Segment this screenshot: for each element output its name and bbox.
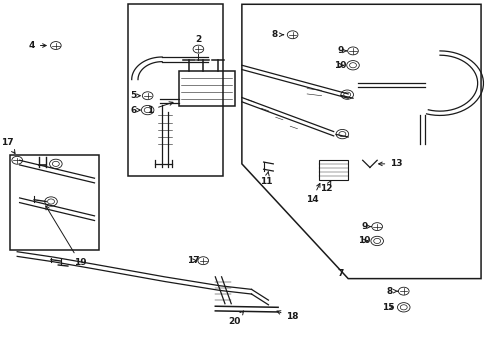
Text: 14: 14 xyxy=(305,184,319,204)
Text: 15: 15 xyxy=(381,303,394,312)
Text: 19: 19 xyxy=(46,206,86,267)
Text: 20: 20 xyxy=(228,311,243,326)
Text: 7: 7 xyxy=(337,269,344,278)
Text: 9: 9 xyxy=(361,222,370,231)
Text: 8: 8 xyxy=(271,30,283,39)
Bar xyxy=(10,155,99,250)
Text: 8: 8 xyxy=(386,287,397,296)
Text: 5: 5 xyxy=(130,91,140,100)
Text: 2: 2 xyxy=(195,35,201,44)
Text: 17: 17 xyxy=(187,256,200,265)
Text: 13: 13 xyxy=(378,159,402,168)
Text: 4: 4 xyxy=(28,41,46,50)
Text: 9: 9 xyxy=(337,46,346,55)
Text: 17: 17 xyxy=(1,138,15,153)
Text: 11: 11 xyxy=(259,172,272,186)
Text: 6: 6 xyxy=(130,105,140,114)
Text: 10: 10 xyxy=(358,237,370,246)
Text: 10: 10 xyxy=(333,61,346,70)
Bar xyxy=(319,160,347,180)
Text: 18: 18 xyxy=(276,311,298,321)
Text: 1: 1 xyxy=(147,102,173,114)
Bar xyxy=(179,71,234,107)
Text: 12: 12 xyxy=(320,181,332,193)
